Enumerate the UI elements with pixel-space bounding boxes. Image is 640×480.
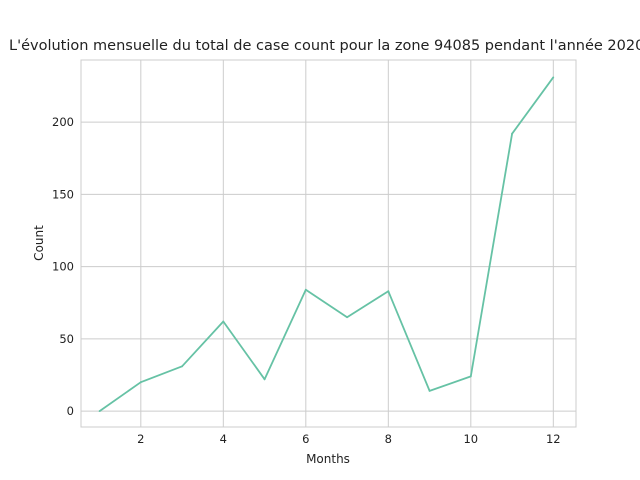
x-tick-label: 10 [463,432,478,446]
y-axis-label: Count [32,225,46,261]
data-point [511,132,513,135]
x-tick-label: 2 [137,432,144,446]
data-point [469,375,472,378]
y-tick-label: 100 [52,260,74,274]
x-tick-label: 12 [546,432,561,446]
chart-title: L'évolution mensuelle du total de case c… [9,38,640,54]
data-point [346,316,348,319]
plot-area-frame [80,59,577,428]
y-tick-label: 50 [59,332,74,346]
y-tick-label: 200 [52,115,74,129]
data-point [98,410,101,413]
data-point [263,378,266,381]
y-tick-label: 0 [67,404,74,418]
x-tick-label: 4 [220,432,227,446]
data-point [304,288,307,291]
data-point [428,389,431,392]
series-line [99,76,555,412]
data-point [181,365,183,368]
y-tick-label: 150 [52,187,74,201]
data-point [139,381,142,384]
x-tick-label: 8 [385,432,392,446]
x-tick-label: 6 [302,432,309,446]
grid-lines [81,60,576,427]
y-tick-labels: 0 50 100 150 200 [52,115,74,418]
data-point [387,290,390,293]
series-layer [98,76,555,413]
x-tick-labels: 2 4 6 8 10 12 [137,432,560,446]
data-point [552,76,555,79]
data-point [222,320,225,323]
x-axis-label: Months [306,452,350,466]
